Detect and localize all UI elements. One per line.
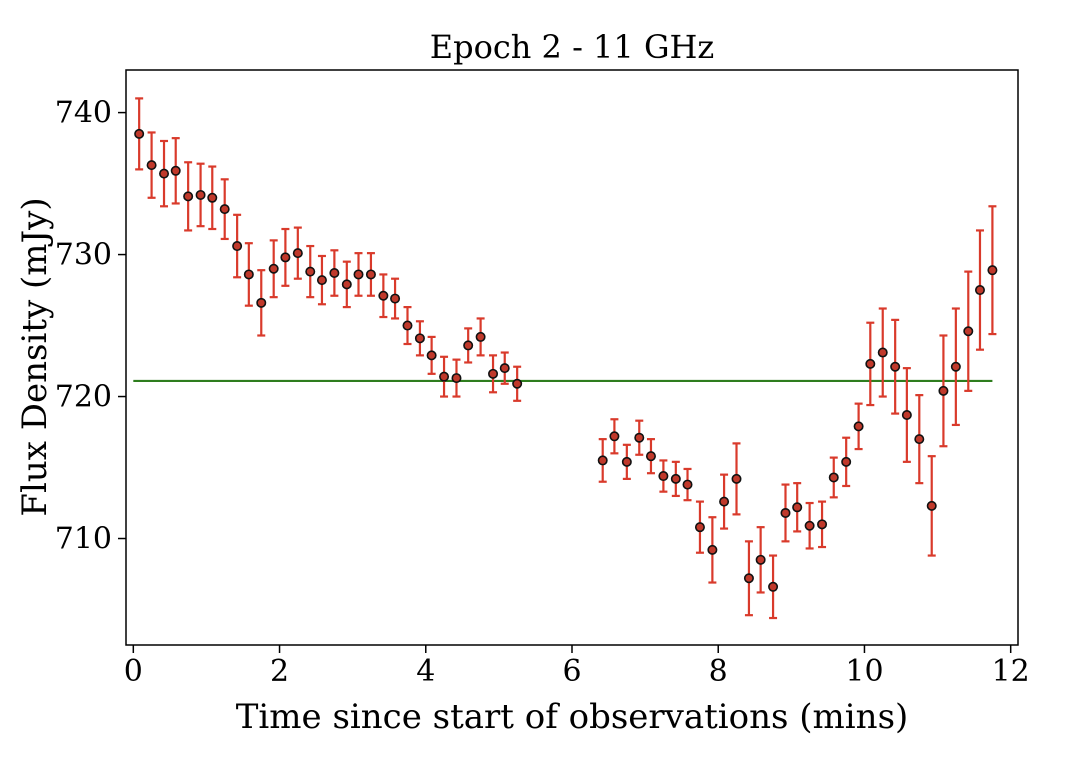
data-point [963, 326, 974, 337]
data-point [316, 275, 327, 286]
data-point [645, 451, 656, 462]
y-axis-label: Flux Density (mJy) [15, 197, 55, 516]
x-tick-label: 12 [992, 654, 1030, 689]
data-point [901, 409, 912, 420]
data-point [243, 269, 254, 280]
data-point [938, 385, 949, 396]
plot-area: 0 2 4 6 8 10 12 710 720 730 740 [55, 69, 1030, 689]
data-point [926, 500, 937, 511]
data-point [488, 368, 499, 379]
data-point [232, 241, 243, 252]
data-point [609, 431, 620, 442]
data-point [219, 204, 230, 215]
data-point [634, 432, 645, 443]
data-point [694, 522, 705, 533]
data-point [731, 473, 742, 484]
data-point [475, 331, 486, 342]
data-point [877, 347, 888, 358]
x-axis-label: Time since start of observations (mins) [236, 697, 909, 737]
x-tick-label: 0 [124, 654, 143, 689]
data-point [621, 456, 632, 467]
data-point [804, 520, 815, 531]
data-point [670, 473, 681, 484]
data-point [792, 502, 803, 513]
data-point [743, 573, 754, 584]
data-point [853, 421, 864, 432]
data-point [195, 189, 206, 200]
data-point [768, 581, 779, 592]
data-point [451, 373, 462, 384]
x-tick-label: 2 [270, 654, 289, 689]
data-point [426, 350, 437, 361]
x-tick-label: 6 [562, 654, 581, 689]
data-point [341, 279, 352, 290]
data-point [268, 263, 279, 274]
data-point [914, 434, 925, 445]
data-point [329, 268, 340, 279]
data-point [414, 333, 425, 344]
data-point [817, 519, 828, 530]
data-point [658, 471, 669, 482]
y-tick-label: 720 [55, 380, 112, 415]
data-point [865, 358, 876, 369]
data-point [305, 266, 316, 277]
y-tick-label: 740 [55, 96, 112, 131]
data-point [170, 165, 181, 176]
data-point [134, 128, 145, 139]
data-point [974, 285, 985, 296]
data-point [950, 361, 961, 372]
data-point [159, 168, 170, 179]
data-point [378, 290, 389, 301]
data-point [890, 361, 901, 372]
data-point [146, 160, 157, 171]
data-point [828, 472, 839, 483]
data-point [365, 269, 376, 280]
chart-title: Epoch 2 - 11 GHz [430, 28, 715, 66]
data-point [439, 371, 450, 382]
data-point [499, 363, 510, 374]
data-point [402, 320, 413, 331]
data-point [463, 340, 474, 351]
data-point [512, 378, 523, 389]
data-point [682, 479, 693, 490]
data-point [292, 248, 303, 259]
data-point [841, 456, 852, 467]
data-point [256, 297, 267, 308]
x-tick-label: 4 [416, 654, 435, 689]
data-point [719, 496, 730, 507]
y-tick-label: 730 [55, 238, 112, 273]
data-point [280, 252, 291, 263]
data-point [183, 191, 194, 202]
plot-frame [125, 69, 1019, 646]
data-point [707, 544, 718, 555]
x-tick-label: 10 [845, 654, 883, 689]
data-point [755, 554, 766, 565]
data-point [390, 293, 401, 304]
data-point [353, 269, 364, 280]
x-tick-label: 8 [709, 654, 728, 689]
data-point [597, 455, 608, 466]
data-point [780, 507, 791, 518]
data-point [987, 265, 998, 276]
y-tick-label: 710 [55, 522, 112, 557]
data-point [207, 192, 218, 203]
